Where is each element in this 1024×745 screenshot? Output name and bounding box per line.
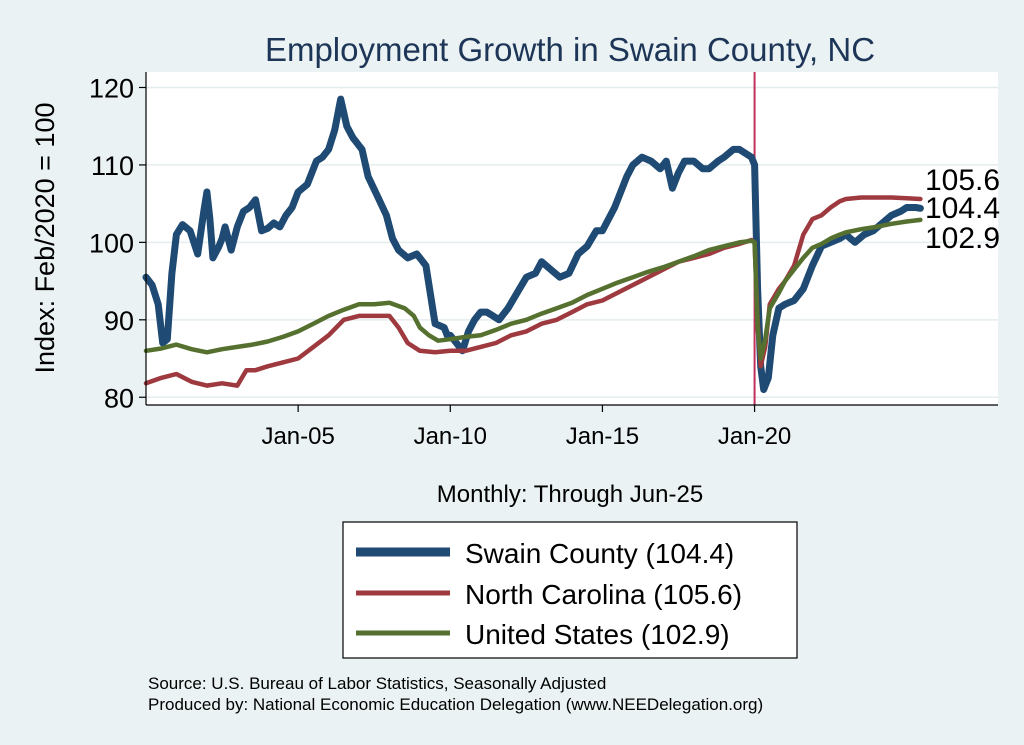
series-line-united-states: [143, 217, 923, 361]
plot-area: [146, 72, 998, 405]
y-axis: 80 90 100 110 120: [89, 73, 146, 413]
x-tick-label-Jan-15: Jan-15: [566, 423, 639, 450]
legend: Swain County (104.4) North Carolina (105…: [342, 521, 798, 659]
series-lines: [142, 95, 924, 393]
y-tick-label-80: 80: [104, 383, 134, 413]
series-line-swain-county: [142, 95, 924, 393]
legend-label-united-states: United States (102.9): [465, 619, 730, 650]
chart-title: Employment Growth in Swain County, NC: [265, 31, 875, 68]
x-tick-label-Jan-05: Jan-05: [261, 423, 334, 450]
y-axis-label: Index: Feb/2020 = 100: [30, 103, 60, 374]
series-line-north-carolina: [143, 195, 923, 388]
legend-label-swain-county: Swain County (104.4): [465, 538, 734, 569]
end-label-swain-county: 104.4: [925, 192, 1000, 225]
source-note: Source: U.S. Bureau of Labor Statistics,…: [148, 674, 606, 693]
produced-by-note: Produced by: National Economic Education…: [148, 695, 763, 714]
x-axis-label: Monthly: Through Jun-25: [437, 481, 703, 508]
end-label-north-carolina: 105.6: [925, 164, 1000, 197]
x-axis: Jan-05 Jan-10 Jan-15 Jan-20: [261, 405, 791, 450]
legend-label-north-carolina: North Carolina (105.6): [465, 579, 742, 610]
end-label-united-states: 102.9: [925, 222, 1000, 255]
y-tick-label-120: 120: [89, 73, 134, 103]
x-tick-label-Jan-20: Jan-20: [718, 423, 791, 450]
y-tick-label-90: 90: [104, 306, 134, 336]
y-tick-label-100: 100: [89, 228, 134, 258]
x-tick-label-Jan-10: Jan-10: [414, 423, 487, 450]
y-tick-label-110: 110: [91, 151, 134, 181]
